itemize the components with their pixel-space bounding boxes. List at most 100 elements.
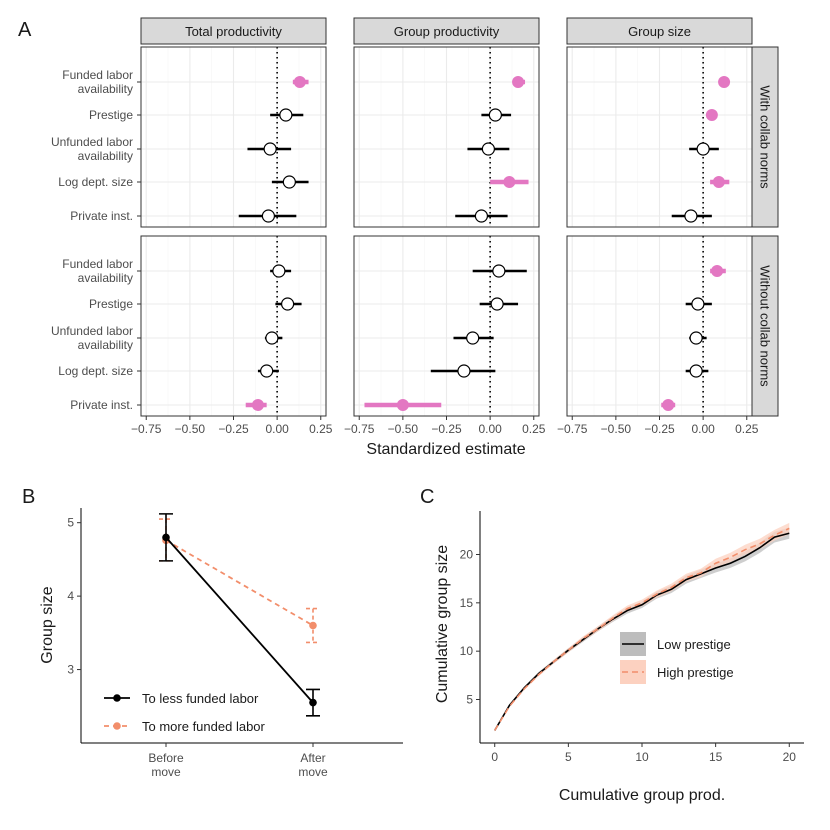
x-tick-label: −0.75	[344, 422, 375, 436]
facet-strip-row-1	[751, 235, 779, 417]
y-tick-label: Private inst.	[70, 398, 133, 412]
estimate-point	[293, 76, 306, 88]
x-tick-label: −0.75	[131, 422, 162, 436]
x-tick-label: move	[151, 765, 181, 779]
y-tick-label: Funded labor	[62, 257, 133, 271]
facet-strip-row-label-1: Without collab norms	[758, 265, 773, 387]
panel-border	[140, 46, 327, 228]
y-tick-label: availability	[78, 82, 133, 96]
facet-strip-col-label-2: Group size	[628, 24, 691, 39]
x-tick-label: 0	[491, 750, 498, 764]
panel-b-y-axis-label: Group size	[39, 586, 56, 663]
series-line-0	[165, 536, 314, 704]
estimate-point	[457, 364, 471, 378]
estimate-point	[251, 399, 264, 411]
confidence-ribbon-0	[494, 527, 790, 732]
panel-c: C 0 5 10 15 20 5 10 15 20 Low prestige High presti…	[420, 486, 804, 804]
estimate-point	[689, 331, 703, 345]
y-tick-label: 3	[67, 663, 74, 677]
x-tick-label: −0.50	[601, 422, 632, 436]
legend-label: Low prestige	[657, 637, 731, 652]
facet-panel-0-2	[566, 46, 753, 228]
y-tick-label: Log dept. size	[58, 364, 133, 378]
estimate-point	[272, 264, 286, 278]
x-tick-label: 0.25	[735, 422, 759, 436]
facet-strip-col-label-1: Group productivity	[394, 24, 500, 39]
estimate-point	[662, 399, 675, 411]
series-point	[309, 621, 317, 630]
estimate-point	[689, 364, 703, 378]
y-tick-label: 5	[466, 693, 473, 707]
panel-c-y-axis-label: Cumulative group size	[434, 545, 451, 703]
series-line-1	[165, 539, 314, 627]
x-tick-label: 5	[565, 750, 572, 764]
y-tick-label: Prestige	[89, 108, 133, 122]
y-tick-label: 10	[460, 644, 474, 658]
estimate-point	[711, 265, 724, 277]
estimate-point	[474, 209, 489, 223]
x-tick-label: −0.50	[388, 422, 419, 436]
facet-panel-0-1	[353, 46, 540, 228]
legend-key-point	[113, 694, 121, 702]
facet-panel-0-0	[137, 46, 327, 228]
confidence-ribbon-1	[494, 522, 790, 732]
estimate-point	[712, 176, 725, 188]
estimate-point	[263, 142, 277, 156]
facet-panel-1-1	[353, 235, 540, 417]
series-point	[309, 698, 317, 707]
x-tick-label: −0.25	[644, 422, 675, 436]
legend-label: To more funded labor	[142, 719, 266, 734]
x-tick-label: 0.00	[691, 422, 715, 436]
panel-a-x-axis-label: Standardized estimate	[366, 441, 525, 458]
facet-panel-1-0	[137, 235, 327, 417]
x-tick-label: 10	[635, 750, 649, 764]
series-point	[162, 533, 170, 542]
y-tick-label: Funded labor	[62, 68, 133, 82]
x-tick-label: −0.25	[218, 422, 249, 436]
estimate-point	[261, 209, 276, 223]
legend-key-point	[113, 722, 121, 730]
panel-c-x-axis-label: Cumulative group prod.	[559, 787, 725, 804]
x-tick-label: 0.25	[309, 422, 333, 436]
panel-a-label: A	[18, 19, 32, 41]
facet-strip-col-0	[140, 17, 327, 45]
estimate-point	[488, 108, 502, 122]
y-tick-label: Unfunded labor	[51, 324, 133, 338]
estimate-point	[466, 331, 480, 345]
estimate-point	[396, 399, 409, 411]
estimate-point	[282, 175, 296, 189]
facet-strip-col-label-0: Total productivity	[185, 24, 282, 39]
legend-label: High prestige	[657, 665, 734, 680]
y-tick-label: availability	[78, 149, 133, 163]
x-tick-label: move	[298, 765, 328, 779]
panel-border	[353, 46, 540, 228]
estimate-point	[492, 264, 506, 278]
facet-strip-col-2	[566, 17, 753, 45]
facet-strip-col-1	[353, 17, 540, 45]
facet-strip-row-label-0: With collab norms	[758, 85, 773, 189]
estimate-point	[260, 364, 274, 378]
y-tick-label: Unfunded labor	[51, 135, 133, 149]
panel-a: A Total productivity Group productivity Gr…	[18, 17, 779, 458]
y-tick-label: 15	[460, 596, 474, 610]
x-tick-label: After	[300, 751, 325, 765]
estimate-point	[281, 297, 295, 311]
x-tick-label: 0.00	[265, 422, 289, 436]
y-tick-label: Log dept. size	[58, 175, 133, 189]
estimate-point	[696, 142, 710, 156]
estimate-point	[684, 209, 698, 223]
facet-strip-row-0	[751, 46, 779, 228]
y-tick-label: availability	[78, 338, 133, 352]
estimate-point	[265, 331, 279, 345]
x-tick-label: Before	[148, 751, 184, 765]
facet-panel-1-2	[566, 235, 753, 417]
estimate-point	[490, 297, 504, 311]
y-tick-label: Private inst.	[70, 209, 133, 223]
y-tick-label: 4	[67, 589, 74, 603]
x-tick-label: −0.25	[431, 422, 462, 436]
y-tick-label: availability	[78, 271, 133, 285]
x-tick-label: 15	[709, 750, 723, 764]
x-tick-label: 0.25	[522, 422, 546, 436]
